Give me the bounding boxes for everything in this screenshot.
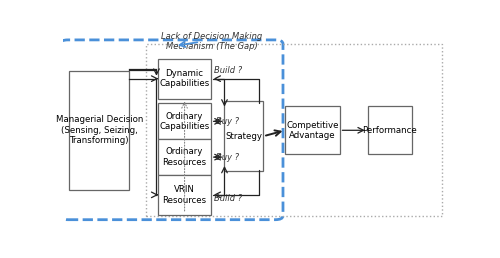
Text: Dynamic
Capabilities: Dynamic Capabilities (160, 69, 210, 88)
FancyBboxPatch shape (158, 139, 210, 175)
FancyBboxPatch shape (368, 107, 412, 154)
FancyBboxPatch shape (158, 175, 210, 215)
Text: Strategy: Strategy (226, 132, 262, 141)
Text: Ordinary
Capabilities: Ordinary Capabilities (160, 112, 210, 131)
FancyBboxPatch shape (158, 59, 210, 99)
FancyBboxPatch shape (70, 71, 130, 190)
Text: Managerial Decision
(Sensing, Seizing,
Transforming): Managerial Decision (Sensing, Seizing, T… (56, 115, 143, 145)
Text: Competitive
Advantage: Competitive Advantage (286, 120, 339, 140)
Text: Lack of Decision Making
Mechanism (The Gap): Lack of Decision Making Mechanism (The G… (161, 32, 262, 51)
Text: Buy ?: Buy ? (216, 153, 240, 162)
FancyBboxPatch shape (286, 107, 340, 154)
FancyBboxPatch shape (158, 103, 210, 139)
FancyBboxPatch shape (224, 101, 263, 171)
Text: Build ?: Build ? (214, 194, 242, 203)
Text: Buy ?: Buy ? (216, 117, 240, 126)
Text: Ordinary
Resources: Ordinary Resources (162, 147, 206, 167)
Text: Build ?: Build ? (214, 66, 242, 75)
Text: Performance: Performance (362, 126, 418, 135)
Text: VRIN
Resources: VRIN Resources (162, 185, 206, 205)
